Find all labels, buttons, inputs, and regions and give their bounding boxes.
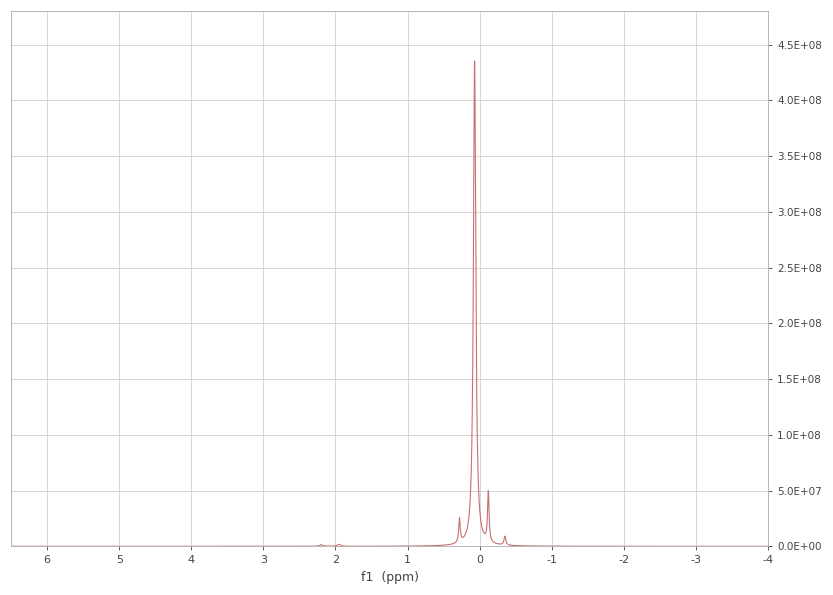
X-axis label: f1  (ppm): f1 (ppm) xyxy=(361,571,418,584)
